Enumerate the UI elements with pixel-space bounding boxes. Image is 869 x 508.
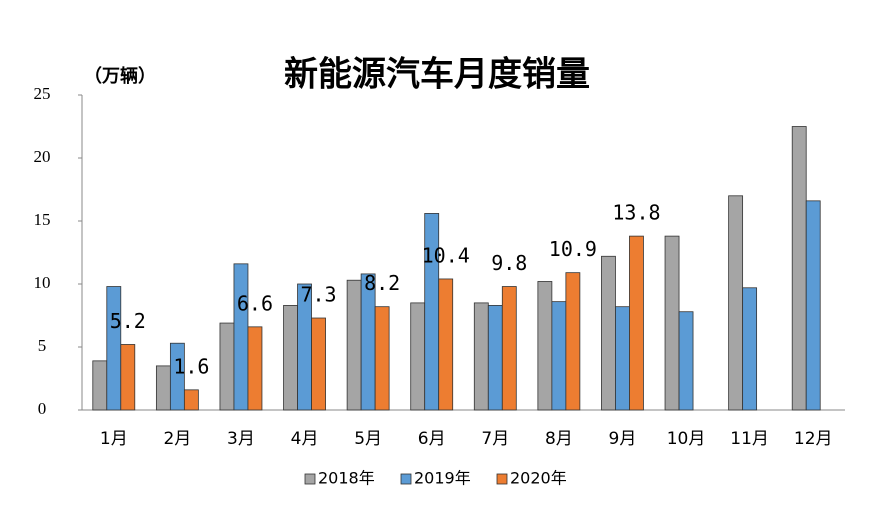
bar [438, 278, 454, 411]
bar [106, 286, 122, 411]
data-label: 9.8 [491, 251, 527, 275]
bar [565, 272, 581, 411]
bar [728, 195, 744, 411]
bar [601, 255, 616, 411]
data-label: 1.6 [173, 354, 209, 378]
x-tick-label: 5月 [354, 429, 382, 449]
x-tick-label: 10月 [667, 429, 706, 449]
legend-label: 2019年 [414, 469, 471, 488]
legend-swatch [400, 473, 412, 485]
legend-label: 2020年 [510, 469, 567, 488]
bar [742, 287, 758, 411]
data-label: 8.2 [364, 271, 400, 295]
bar [629, 235, 644, 411]
x-tick-label: 6月 [418, 429, 446, 449]
data-label: 6.6 [237, 291, 273, 315]
legend-swatch [496, 473, 508, 485]
bar [155, 365, 171, 411]
bar [283, 305, 298, 411]
bar [664, 235, 680, 411]
bar [537, 281, 553, 411]
x-tick-label: 2月 [163, 429, 191, 449]
x-tick-label: 9月 [609, 429, 637, 449]
bar [501, 286, 517, 411]
bar [311, 317, 326, 411]
data-label: 5.2 [110, 309, 146, 333]
bar [487, 305, 503, 411]
data-label: 13.8 [612, 201, 660, 225]
data-label: 10.4 [422, 243, 470, 267]
data-label: 10.9 [549, 237, 597, 261]
bar [233, 263, 249, 411]
bar [346, 279, 362, 411]
bar [791, 126, 807, 411]
bar [247, 326, 263, 411]
y-tick-label: 0 [38, 399, 47, 418]
x-tick-label: 11月 [730, 429, 769, 449]
legend-swatch [304, 473, 316, 485]
y-tick-label: 5 [38, 336, 47, 355]
x-tick-label: 3月 [227, 429, 255, 449]
chart-title: 新能源汽车月度销量 [284, 55, 590, 95]
bar [678, 311, 694, 411]
y-tick-label: 15 [34, 210, 51, 229]
legend-label: 2018年 [318, 469, 375, 488]
bar [473, 302, 489, 411]
x-tick-label: 4月 [291, 429, 319, 449]
x-tick-label: 8月 [545, 429, 573, 449]
x-tick-label: 7月 [481, 429, 509, 449]
bar [92, 360, 108, 411]
bar [615, 306, 630, 411]
bar [169, 342, 185, 411]
y-tick-label: 25 [34, 84, 51, 103]
data-label: 7.3 [300, 283, 336, 307]
bar [374, 306, 390, 411]
bar [805, 200, 821, 411]
bar [120, 344, 136, 411]
bar [219, 322, 235, 411]
bar [183, 389, 199, 411]
x-tick-label: 1月 [100, 429, 128, 449]
y-axis-label: （万辆） [84, 65, 156, 87]
bar [410, 302, 426, 411]
y-tick-label: 20 [34, 147, 51, 166]
x-tick-label: 12月 [794, 429, 833, 449]
y-tick-label: 10 [34, 273, 51, 292]
bar [551, 301, 567, 411]
